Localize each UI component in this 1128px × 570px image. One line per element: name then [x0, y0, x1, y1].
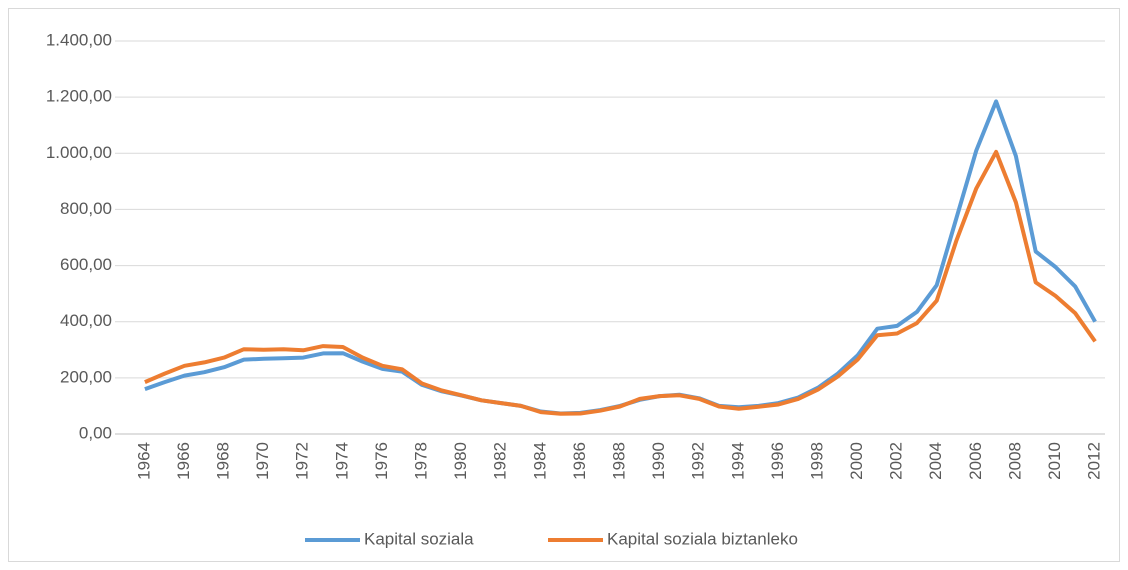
x-tick-label: 1966 — [174, 442, 193, 480]
chart-border — [8, 8, 1120, 562]
x-tick-label: 1986 — [570, 442, 589, 480]
x-tick-label: 1972 — [293, 442, 312, 480]
x-tick-label: 1984 — [530, 442, 549, 480]
x-tick-label: 2004 — [926, 442, 945, 480]
y-tick-label: 200,00 — [60, 367, 112, 386]
x-tick-label: 1982 — [491, 442, 510, 480]
y-tick-label: 1.400,00 — [46, 30, 112, 49]
legend-label: Kapital soziala — [364, 529, 474, 548]
y-tick-label: 400,00 — [60, 311, 112, 330]
x-tick-label: 1992 — [689, 442, 708, 480]
y-tick-label: 1.200,00 — [46, 87, 112, 106]
y-tick-label: 0,00 — [79, 423, 112, 442]
y-tick-label: 1.000,00 — [46, 143, 112, 162]
x-tick-label: 1970 — [253, 442, 272, 480]
x-tick-label: 1964 — [134, 442, 153, 480]
x-tick-label: 1994 — [728, 442, 747, 480]
x-tick-label: 1988 — [609, 442, 628, 480]
x-tick-label: 2008 — [1005, 442, 1024, 480]
x-tick-label: 1998 — [807, 442, 826, 480]
line-series — [144, 149, 1097, 416]
x-tick-label: 1990 — [649, 442, 668, 480]
y-tick-label: 800,00 — [60, 199, 112, 218]
x-tick-label: 2010 — [1045, 442, 1064, 480]
x-tick-label: 2002 — [887, 442, 906, 480]
x-tick-label: 2006 — [966, 442, 985, 480]
x-tick-label: 1968 — [214, 442, 233, 480]
x-tick-label: 1976 — [372, 442, 391, 480]
x-tick-label: 1996 — [768, 442, 787, 480]
x-tick-label: 2012 — [1085, 442, 1104, 480]
y-tick-label: 600,00 — [60, 255, 112, 274]
x-tick-label: 1980 — [451, 442, 470, 480]
x-tick-label: 1978 — [412, 442, 431, 480]
x-tick-label: 2000 — [847, 442, 866, 480]
legend-label: Kapital soziala biztanleko — [607, 529, 798, 548]
x-tick-label: 1974 — [332, 442, 351, 480]
